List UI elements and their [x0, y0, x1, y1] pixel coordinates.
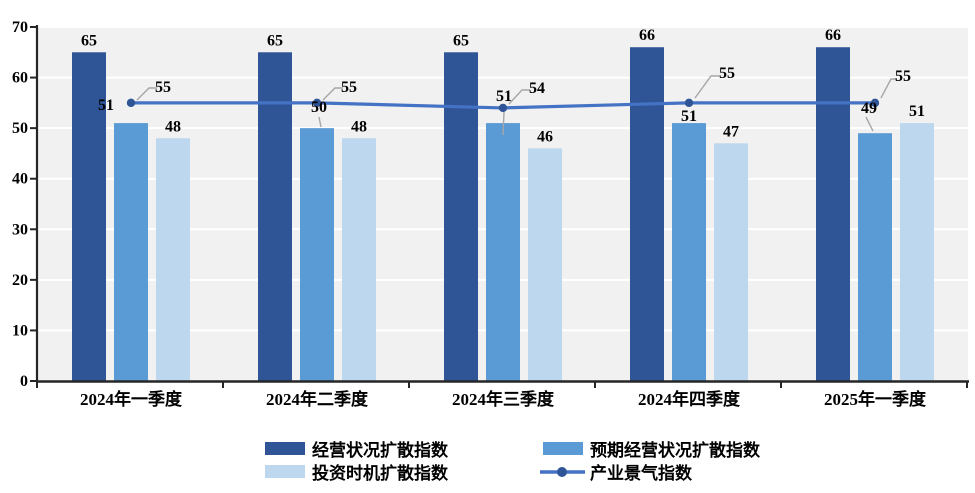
bar-label: 49: [861, 100, 877, 117]
bar: [816, 47, 850, 381]
bar: [858, 133, 892, 381]
x-category-label: 2025年一季度: [824, 389, 927, 409]
legend-swatch-icon: [265, 465, 305, 478]
bar-series-2: [156, 123, 934, 381]
legend-item: 投资时机扩散指数: [265, 463, 449, 483]
line-label: 55: [719, 65, 735, 82]
line-label: 55: [341, 79, 357, 96]
legend-item: 产业景气指数: [540, 463, 693, 483]
y-tick-label: 70: [12, 19, 28, 36]
label-leader-line: [865, 116, 874, 132]
bar-label: 50: [311, 99, 327, 116]
axes: 0 10 20 30 40 50 60 70 2024年一季度 2024年二季度 2024年三季度 2…: [12, 19, 969, 409]
callout-leader-line: [508, 89, 530, 105]
legend-label: 经营状况扩散指数: [312, 440, 449, 460]
bar-series-1: [114, 123, 892, 381]
callout-leader-line: [694, 75, 719, 99]
bar-label: 51: [909, 103, 925, 120]
bar-label: 51: [98, 97, 114, 114]
legend-label: 产业景气指数: [590, 463, 693, 483]
bar-label: 46: [537, 128, 553, 145]
bar: [486, 123, 520, 381]
bar: [672, 123, 706, 381]
line-marker: [312, 98, 322, 108]
callout-leader-line: [880, 78, 897, 99]
x-category-label: 2024年一季度: [80, 389, 183, 409]
bar: [630, 47, 664, 381]
legend-item: 经营状况扩散指数: [265, 440, 449, 460]
legend-swatch-icon: [265, 442, 305, 455]
bar: [714, 143, 748, 381]
legend-item: 预期经营状况扩散指数: [543, 440, 761, 460]
callout-leader-line: [322, 87, 343, 101]
bar-label: 48: [351, 118, 367, 135]
line-label: 55: [895, 68, 911, 85]
line-label: 54: [529, 80, 545, 97]
line-marker: [870, 98, 880, 108]
line-marker: [126, 98, 136, 108]
y-tick-label: 20: [12, 272, 28, 289]
y-tick-label: 30: [12, 221, 28, 238]
bar: [114, 123, 148, 381]
data-labels: 65 65 65 66 66 48 48 46 47 51 51 50 51 51 49 55 55 54 55 55: [81, 27, 925, 145]
bar: [900, 123, 934, 381]
x-category-label: 2024年四季度: [638, 389, 741, 409]
line-label: 55: [155, 79, 171, 96]
bar-label: 51: [681, 108, 697, 125]
bar: [300, 128, 334, 381]
label-leader-line: [318, 116, 322, 128]
x-category-label: 2024年三季度: [452, 389, 555, 409]
legend-label: 预期经营状况扩散指数: [590, 440, 761, 460]
bar: [528, 148, 562, 381]
bar-label: 65: [453, 32, 469, 49]
bar-label: 65: [267, 32, 283, 49]
bar: [72, 52, 106, 382]
bar: [342, 138, 376, 381]
legend-label: 投资时机扩散指数: [312, 463, 449, 483]
line-series: [126, 98, 880, 113]
bar-series-0: [72, 47, 850, 382]
label-leader-line: [502, 111, 505, 136]
bar: [444, 52, 478, 382]
legend-swatch-icon: [543, 442, 583, 455]
line-marker: [684, 98, 694, 108]
y-tick-label: 60: [12, 70, 28, 87]
callout-leader-line: [136, 87, 157, 101]
bar: [258, 52, 292, 382]
y-tick-label: 10: [12, 322, 28, 339]
y-tick-label: 50: [12, 120, 28, 137]
y-tick-label: 0: [20, 373, 28, 390]
bar-label: 66: [639, 27, 655, 44]
bar-label: 51: [496, 88, 512, 105]
bar-label: 47: [723, 123, 739, 140]
y-tick-label: 40: [12, 171, 28, 188]
bar-label: 48: [165, 118, 181, 135]
bar-label: 66: [825, 27, 841, 44]
bar: [156, 138, 190, 381]
legend-line-marker-icon: [557, 467, 567, 477]
x-category-label: 2024年二季度: [266, 389, 369, 409]
line-marker: [498, 103, 508, 113]
bar-label: 65: [81, 32, 97, 49]
